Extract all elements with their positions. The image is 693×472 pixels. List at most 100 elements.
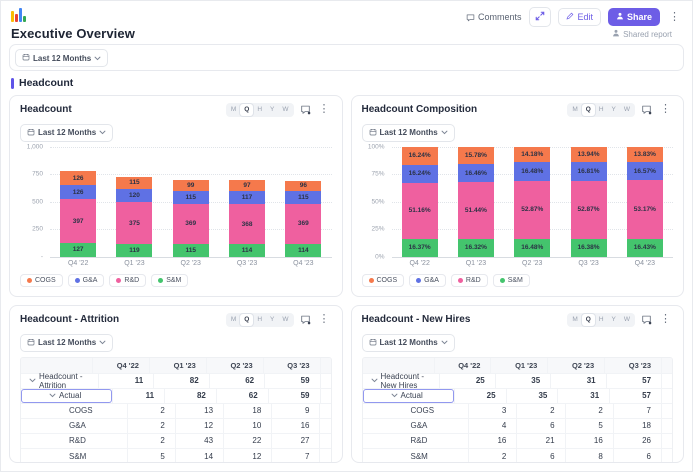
bar-segment-cogs[interactable]: 96 [285, 180, 322, 192]
granularity-q[interactable]: Q [581, 104, 595, 116]
bar-q2-23[interactable]: 14.18% 16.48% 52.87% 16.48% [514, 146, 551, 257]
bar-segment-sm[interactable]: 16.32% [457, 238, 494, 257]
panel-menu-icon[interactable]: ⋮ [660, 313, 671, 326]
granularity-w[interactable]: W [623, 316, 630, 323]
granularity-w[interactable]: W [282, 316, 289, 323]
granularity-q[interactable]: Q [240, 314, 254, 326]
bar-segment-rd[interactable]: 369 [285, 203, 322, 245]
row-expand-chevron-icon[interactable] [371, 378, 378, 383]
legend-item-sm[interactable]: S&M [492, 273, 530, 287]
panel-menu-icon[interactable]: ⋮ [660, 103, 671, 116]
bar-segment-rd[interactable]: 52.87% [570, 180, 607, 239]
bar-segment-sm[interactable]: 16.37% [401, 238, 438, 257]
granularity-m[interactable]: M [572, 316, 578, 323]
bar-segment-ga[interactable]: 16.81% [570, 162, 607, 181]
bar-q1-23[interactable]: 115 120 375 119 [116, 176, 153, 257]
chart-comment-icon[interactable] [641, 104, 652, 115]
row-expand-chevron-icon[interactable] [49, 393, 56, 398]
bar-segment-rd[interactable]: 397 [60, 199, 97, 243]
panel-menu-icon[interactable]: ⋮ [318, 313, 330, 326]
bar-q3-23[interactable]: 97 117 368 114 [229, 180, 266, 257]
bar-segment-sm[interactable]: 114 [229, 244, 266, 257]
bar-segment-sm[interactable]: 114 [285, 244, 322, 257]
share-button[interactable]: Share [607, 8, 660, 26]
granularity-y[interactable]: Y [611, 106, 616, 113]
bar-segment-cogs[interactable]: 126 [60, 171, 97, 186]
bar-segment-sm[interactable]: 16.38% [570, 238, 607, 257]
bar-segment-ga[interactable]: 115 [285, 191, 322, 204]
bar-q4-23[interactable]: 96 115 369 114 [285, 180, 322, 257]
bar-segment-rd[interactable]: 368 [229, 203, 266, 245]
bar-segment-sm[interactable]: 16.43% [626, 238, 663, 257]
panel-date-filter[interactable]: Last 12 Months [20, 333, 114, 352]
bar-segment-sm[interactable]: 16.48% [514, 238, 551, 257]
expand-button[interactable] [529, 7, 552, 27]
legend-item-rd[interactable]: R&D [109, 273, 147, 287]
legend-item-rd[interactable]: R&D [450, 273, 488, 287]
bar-segment-rd[interactable]: 52.87% [514, 180, 551, 239]
comments-button[interactable]: Comments [464, 9, 523, 25]
granularity-h[interactable]: H [257, 316, 263, 323]
chart-comment-icon[interactable] [641, 314, 652, 325]
granularity-w[interactable]: W [623, 106, 630, 113]
legend-item-cogs[interactable]: COGS [361, 273, 405, 287]
bar-segment-rd[interactable]: 51.44% [457, 182, 494, 239]
row-label-headcount-attrition[interactable]: Headcount - Attrition [21, 372, 98, 390]
bar-segment-ga[interactable]: 117 [229, 190, 266, 204]
bar-segment-ga[interactable]: 16.48% [514, 162, 551, 181]
granularity-h[interactable]: H [257, 106, 263, 113]
bar-segment-cogs[interactable]: 115 [116, 176, 153, 190]
granularity-m[interactable]: M [230, 106, 237, 113]
bar-segment-rd[interactable]: 53.17% [626, 180, 663, 239]
panel-menu-icon[interactable]: ⋮ [318, 103, 330, 116]
bar-segment-ga[interactable]: 16.46% [457, 164, 494, 183]
panel-date-filter[interactable]: Last 12 Months [361, 123, 455, 142]
granularity-h[interactable]: H [598, 316, 604, 323]
edit-button[interactable]: Edit [558, 8, 601, 26]
granularity-w[interactable]: W [282, 106, 289, 113]
row-expand-chevron-icon[interactable] [391, 393, 398, 398]
chart-comment-icon[interactable] [300, 314, 311, 325]
row-label-headcount-new-hires[interactable]: Headcount - New Hires [363, 372, 440, 390]
granularity-m[interactable]: M [572, 106, 578, 113]
bar-segment-cogs[interactable]: 15.78% [457, 146, 494, 165]
granularity-q[interactable]: Q [240, 104, 254, 116]
row-label-actual[interactable]: Actual [363, 389, 454, 403]
bar-q2-23[interactable]: 99 115 369 115 [172, 180, 209, 257]
bar-segment-cogs[interactable]: 16.24% [401, 146, 438, 165]
bar-segment-rd[interactable]: 51.16% [401, 182, 438, 239]
bar-segment-rd[interactable]: 369 [172, 203, 209, 245]
bar-segment-sm[interactable]: 115 [172, 244, 209, 257]
bar-segment-cogs[interactable]: 97 [229, 180, 266, 191]
chart-comment-icon[interactable] [300, 104, 311, 115]
granularity-h[interactable]: H [598, 106, 604, 113]
legend-item-sm[interactable]: S&M [151, 273, 189, 287]
granularity-q[interactable]: Q [581, 314, 595, 326]
bar-q4-23[interactable]: 13.83% 16.57% 53.17% 16.43% [626, 146, 663, 257]
bar-q4-22[interactable]: 16.24% 16.24% 51.16% 16.37% [401, 146, 438, 257]
panel-date-filter[interactable]: Last 12 Months [20, 123, 114, 142]
bar-segment-ga[interactable]: 126 [60, 185, 97, 200]
bar-segment-cogs[interactable]: 14.18% [514, 146, 551, 163]
legend-item-cogs[interactable]: COGS [20, 273, 63, 287]
bar-segment-cogs[interactable]: 99 [172, 180, 209, 191]
granularity-y[interactable]: Y [270, 106, 275, 113]
granularity-m[interactable]: M [230, 316, 237, 323]
bar-segment-cogs[interactable]: 13.83% [626, 146, 663, 163]
legend-item-ga[interactable]: G&A [67, 273, 105, 287]
bar-segment-ga[interactable]: 16.24% [401, 164, 438, 183]
bar-segment-ga[interactable]: 16.57% [626, 162, 663, 181]
bar-segment-sm[interactable]: 119 [116, 243, 153, 257]
bar-segment-cogs[interactable]: 13.94% [570, 146, 607, 163]
header-menu-icon[interactable]: ⋮ [669, 10, 680, 23]
bar-segment-ga[interactable]: 115 [172, 190, 209, 204]
bar-q4-22[interactable]: 126 126 397 127 [60, 171, 97, 257]
bar-q3-23[interactable]: 13.94% 16.81% 52.87% 16.38% [570, 146, 607, 257]
granularity-y[interactable]: Y [611, 316, 616, 323]
bar-segment-sm[interactable]: 127 [60, 242, 97, 257]
bar-q1-23[interactable]: 15.78% 16.46% 51.44% 16.32% [457, 146, 494, 257]
global-date-filter[interactable]: Last 12 Months [15, 49, 109, 67]
row-expand-chevron-icon[interactable] [29, 378, 36, 383]
panel-date-filter[interactable]: Last 12 Months [361, 333, 455, 352]
bar-segment-ga[interactable]: 120 [116, 189, 153, 203]
